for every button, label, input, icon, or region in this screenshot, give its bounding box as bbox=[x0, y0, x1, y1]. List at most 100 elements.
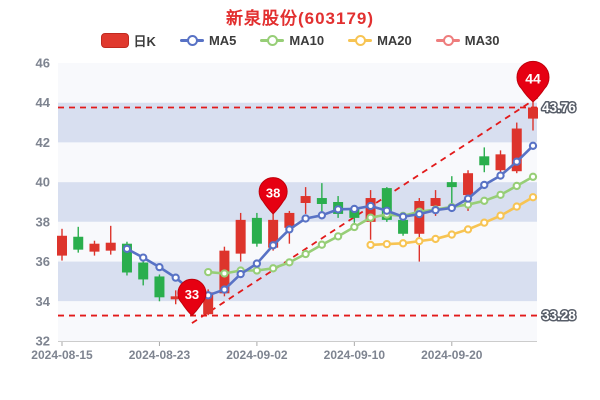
legend-label: 日K bbox=[133, 34, 156, 49]
y-tick-label: 34 bbox=[36, 294, 51, 309]
ma-point bbox=[252, 266, 262, 275]
candle[interactable] bbox=[138, 259, 149, 286]
candle[interactable] bbox=[89, 240, 100, 256]
legend-label: MA5 bbox=[208, 33, 237, 48]
ma-point bbox=[496, 211, 505, 220]
candle[interactable] bbox=[235, 212, 246, 262]
ma-point bbox=[382, 239, 391, 249]
ma-point bbox=[398, 239, 408, 248]
ma-point bbox=[252, 259, 262, 268]
ma-point bbox=[415, 209, 424, 219]
ma-point bbox=[268, 264, 278, 273]
ma-point bbox=[447, 230, 456, 239]
ma-point bbox=[285, 225, 294, 234]
candle[interactable] bbox=[105, 225, 116, 255]
ref-lines bbox=[58, 96, 540, 324]
x-tick-label: 2024-09-20 bbox=[421, 348, 483, 362]
candle[interactable] bbox=[57, 228, 67, 261]
y-tick-label: 40 bbox=[36, 175, 50, 190]
ma-point bbox=[431, 205, 440, 215]
marker-pins: 33 38 44 bbox=[177, 60, 550, 317]
ma-point bbox=[366, 201, 375, 211]
chart-legend: 日K MA5 MA10 MA20 MA30 bbox=[0, 31, 600, 50]
marker-pin-33[interactable]: 33 bbox=[177, 278, 207, 317]
ma-point bbox=[220, 285, 229, 294]
candle[interactable] bbox=[316, 183, 327, 212]
y-tick-label: 42 bbox=[36, 135, 50, 150]
legend-item-ma5[interactable]: MA5 bbox=[179, 33, 237, 48]
y-tick-label: 38 bbox=[36, 214, 50, 229]
ma-line-ma20 bbox=[366, 193, 538, 250]
marker-pin-label: 44 bbox=[525, 71, 541, 87]
ma-point bbox=[480, 196, 489, 205]
ma-point bbox=[333, 232, 343, 241]
y-tick-label: 44 bbox=[36, 95, 51, 110]
ma-point bbox=[122, 244, 132, 254]
ma-point bbox=[447, 203, 456, 213]
line-marker-swatch-icon bbox=[260, 35, 285, 46]
line-marker-swatch-icon bbox=[435, 35, 460, 46]
marker-pin-label: 38 bbox=[266, 185, 280, 200]
y-tick-label: 32 bbox=[36, 334, 50, 349]
legend-item-ma30[interactable]: MA30 bbox=[435, 33, 499, 48]
candle[interactable] bbox=[528, 101, 538, 131]
marker-pin-38[interactable]: 38 bbox=[258, 177, 288, 215]
ma-point bbox=[512, 202, 521, 211]
candle[interactable] bbox=[300, 187, 311, 214]
x-tick-label: 2024-08-23 bbox=[129, 348, 191, 362]
x-tick-label: 2024-09-10 bbox=[324, 348, 386, 362]
ma-point bbox=[301, 214, 310, 223]
ma-point bbox=[301, 249, 310, 259]
ma-point bbox=[220, 269, 229, 278]
ma-point bbox=[415, 236, 424, 246]
legend-item-ma20[interactable]: MA20 bbox=[348, 33, 412, 48]
ma-point bbox=[528, 193, 538, 202]
price-label-43.76: 43.76 bbox=[542, 100, 576, 115]
candle[interactable] bbox=[170, 290, 181, 305]
grid-bands bbox=[58, 63, 537, 341]
candle[interactable] bbox=[251, 212, 262, 247]
y-axis: 32 34 36 38 40 42 44 46 bbox=[36, 56, 51, 349]
ma-line-ma10 bbox=[204, 172, 538, 278]
ma-point bbox=[366, 240, 375, 250]
x-tick-label: 2024-08-15 bbox=[31, 348, 93, 362]
ma-point bbox=[171, 273, 180, 282]
y-tick-label: 46 bbox=[36, 56, 50, 71]
legend-label: MA20 bbox=[377, 33, 412, 48]
candle[interactable] bbox=[479, 147, 490, 173]
y-tick-label: 36 bbox=[36, 254, 50, 269]
ma-point bbox=[528, 172, 538, 181]
ma-point bbox=[382, 206, 391, 215]
legend-label: MA10 bbox=[289, 33, 325, 48]
ma-point bbox=[204, 267, 213, 277]
ma-point bbox=[431, 234, 440, 244]
x-axis: 2024-08-15 2024-08-23 2024-09-02 2024-09-10… bbox=[31, 341, 537, 362]
ma-point bbox=[268, 241, 278, 250]
ma-point bbox=[496, 190, 505, 200]
marker-pin-label: 33 bbox=[185, 287, 199, 302]
marker-pin-44[interactable]: 44 bbox=[516, 60, 550, 103]
legend-item-日k[interactable]: 日K bbox=[100, 31, 156, 50]
legend-item-ma10[interactable]: MA10 bbox=[260, 33, 324, 48]
x-tick-label: 2024-09-02 bbox=[226, 348, 288, 362]
ma-point bbox=[155, 262, 164, 272]
ma-point bbox=[350, 222, 359, 232]
candle[interactable] bbox=[73, 226, 84, 253]
candle[interactable] bbox=[154, 274, 165, 302]
ma-point bbox=[496, 171, 505, 180]
ma-point bbox=[366, 213, 375, 222]
ma-point bbox=[463, 225, 473, 234]
ma-point bbox=[285, 258, 294, 267]
ma-point bbox=[528, 141, 538, 150]
candle-swatch-icon bbox=[100, 33, 129, 48]
ma-point bbox=[350, 204, 359, 214]
chart-title: 新泉股份(603179) bbox=[225, 9, 375, 28]
ma-point bbox=[317, 240, 327, 249]
ma-point bbox=[236, 269, 245, 279]
price-label-33.28: 33.28 bbox=[542, 308, 576, 323]
ma-point bbox=[512, 157, 521, 166]
ma-point bbox=[463, 194, 473, 203]
line-marker-swatch-icon bbox=[348, 35, 373, 46]
